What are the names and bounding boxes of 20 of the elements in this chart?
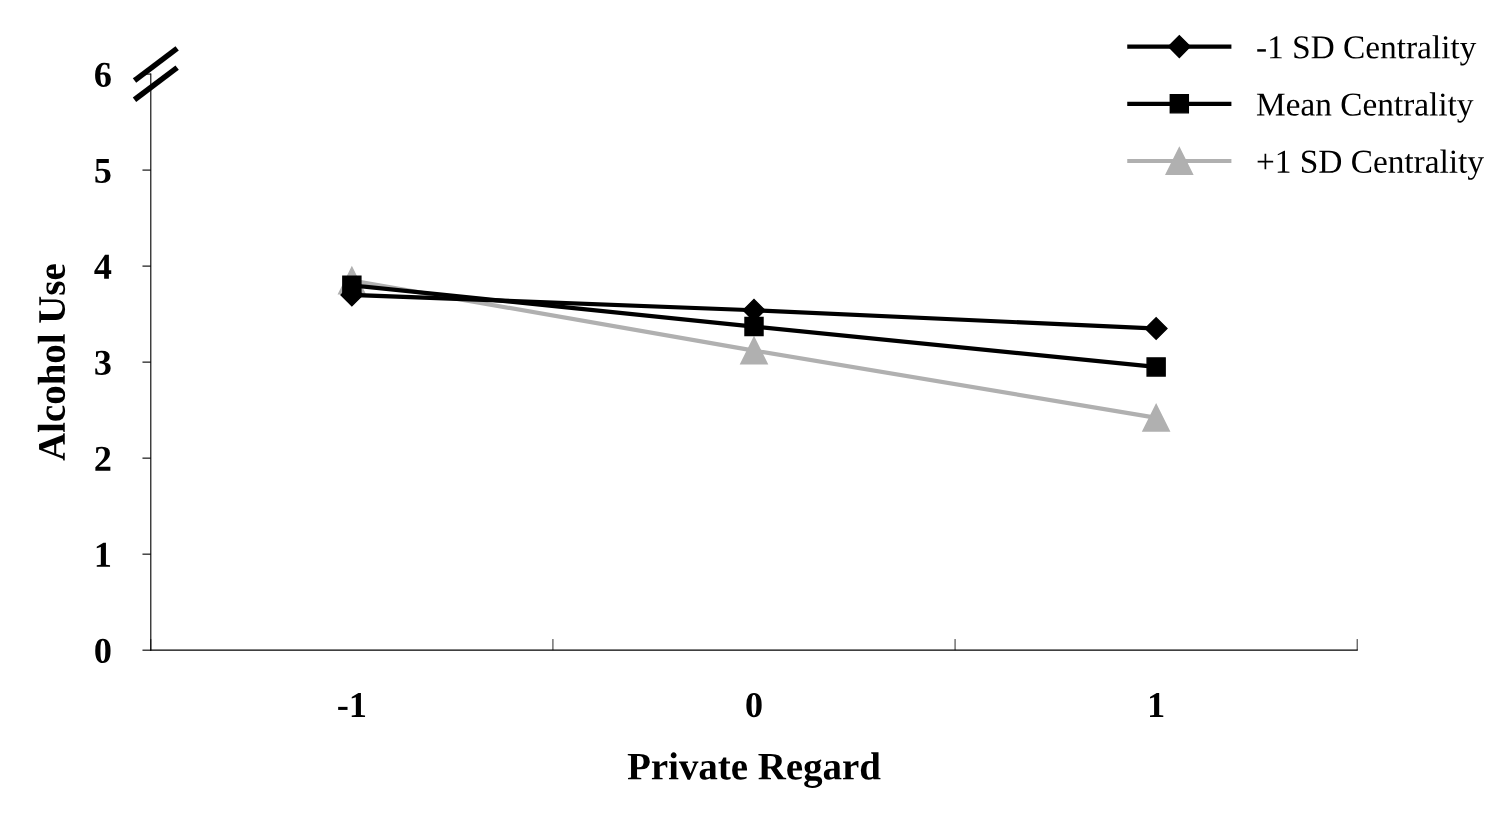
x-tick-label: -1 xyxy=(338,693,366,717)
x-tick-label: 1 xyxy=(1150,693,1164,717)
y-tick-label: 0 xyxy=(95,638,111,664)
y-tick-label: 3 xyxy=(95,350,111,375)
y-tick-label: 4 xyxy=(94,254,112,279)
legend-label: +1 SD Centrality xyxy=(1257,149,1484,180)
point xyxy=(1144,317,1168,341)
y-tick-label: 6 xyxy=(95,62,111,87)
y-tick-label: 5 xyxy=(95,158,111,183)
point xyxy=(744,316,764,337)
point xyxy=(740,336,768,365)
x-tick-label: 0 xyxy=(746,692,762,718)
y-axis-title: Alcohol Use xyxy=(37,264,66,461)
point xyxy=(1146,357,1166,377)
point xyxy=(1142,403,1171,432)
y-tick-label: 1 xyxy=(96,542,111,567)
x-axis-title: Private Regard xyxy=(627,752,881,788)
legend-label: Mean Centrality xyxy=(1256,92,1474,123)
y-tick-label: 2 xyxy=(95,446,111,471)
legend-label: -1 SD Centrality xyxy=(1257,35,1477,66)
